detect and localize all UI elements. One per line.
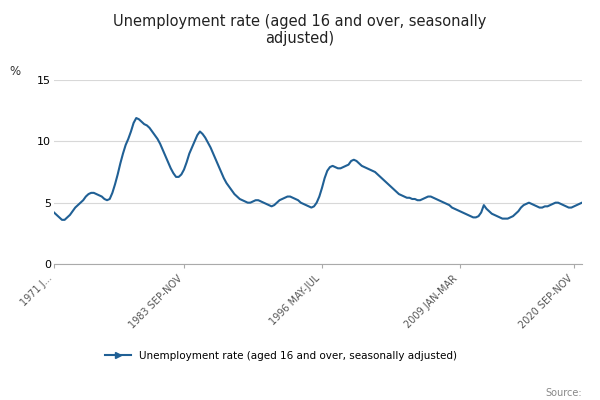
Text: Unemployment rate (aged 16 and over, seasonally
adjusted): Unemployment rate (aged 16 and over, sea…: [113, 14, 487, 46]
Text: %: %: [9, 65, 20, 78]
Legend: Unemployment rate (aged 16 and over, seasonally adjusted): Unemployment rate (aged 16 and over, sea…: [101, 346, 461, 365]
Text: Source:: Source:: [545, 388, 582, 398]
